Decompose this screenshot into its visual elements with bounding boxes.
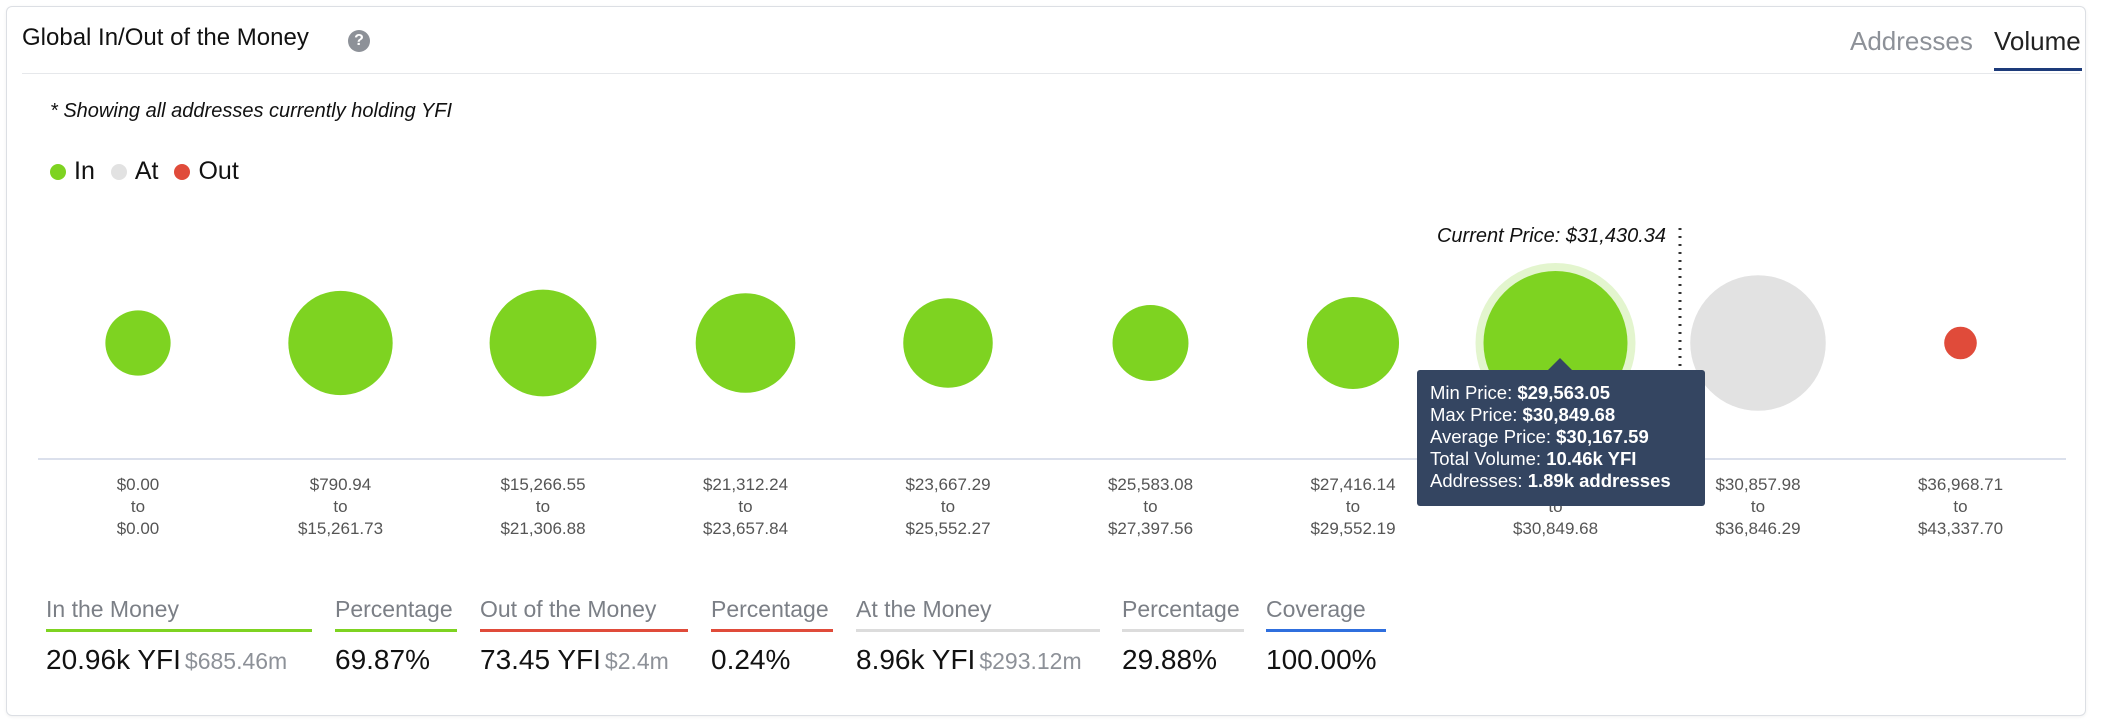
legend-dot-out: [174, 163, 191, 180]
tooltip-vol-value: 10.46k YFI: [1546, 448, 1637, 469]
legend: In At Out: [50, 157, 255, 186]
stat-sub: $293.12m: [979, 648, 1082, 674]
x-tick-label: $36,968.71: [1918, 475, 2003, 494]
x-tick-label: $25,583.08: [1108, 475, 1193, 494]
stat-at-the-money: At the Money 8.96k YFI $293.12m: [856, 596, 1100, 676]
tooltip-arrow: [1547, 358, 1573, 371]
stat-value: 100.00%: [1266, 644, 1377, 675]
x-tick-label: $23,657.84: [703, 519, 788, 538]
stat-value: 69.87%: [335, 644, 430, 675]
bubble-in-4[interactable]: [903, 298, 993, 388]
x-tick-label: $27,416.14: [1310, 475, 1395, 494]
legend-item-out[interactable]: Out: [174, 157, 239, 186]
bubble-at-8[interactable]: [1690, 275, 1826, 411]
tooltip-min-value: $29,563.05: [1517, 382, 1610, 403]
x-tick-label: $43,337.70: [1918, 519, 2003, 538]
stat-label: Percentage: [711, 596, 833, 632]
legend-label-in: In: [74, 157, 95, 185]
stat-value: 73.45 YFI: [480, 644, 601, 675]
tooltip-max-value: $30,849.68: [1522, 404, 1616, 425]
x-tick-label: $0.00: [117, 519, 160, 538]
tooltip-avg-value: $30,167.59: [1556, 426, 1649, 447]
x-tick-label: $36,846.29: [1715, 519, 1800, 538]
bubble-chart: $0.00 to $0.00 $790.94 to $15,261.73 $15,266.5…: [38, 225, 2066, 538]
bubble-in-5[interactable]: [1112, 305, 1189, 381]
legend-label-at: At: [134, 157, 159, 185]
legend-item-at[interactable]: At: [110, 157, 159, 186]
stat-value: 29.88%: [1122, 644, 1217, 675]
stat-coverage: Coverage 100.00%: [1266, 596, 1386, 676]
current-price-label: Current Price: $31,430.34: [1437, 225, 1666, 247]
x-tick-label: $790.94: [310, 475, 371, 494]
x-tick-label: $23,667.29: [905, 475, 990, 494]
stat-sub: $685.46m: [184, 648, 288, 674]
holding-note: * Showing all addresses currently holdin…: [50, 100, 453, 122]
tooltip-min-label: Min Price:: [1430, 382, 1513, 403]
bubble-in-1[interactable]: [288, 290, 393, 396]
tooltip-addr-value: 1.89k addresses: [1527, 470, 1671, 491]
bubble-in-2[interactable]: [489, 289, 597, 397]
header-divider: [22, 73, 2080, 74]
bubble-in-0[interactable]: [105, 310, 171, 376]
tab-addresses[interactable]: Addresses: [1850, 26, 1973, 56]
x-tick-label: $0.00: [117, 475, 160, 494]
x-tick-label: $27,397.56: [1108, 519, 1193, 538]
x-tick-label: $29,552.19: [1310, 519, 1395, 538]
tab-active-indicator: [1994, 68, 2082, 71]
x-tick-label: to: [1143, 497, 1157, 516]
x-tick-label: to: [333, 497, 347, 516]
stat-label: Percentage: [1122, 596, 1244, 632]
legend-label-out: Out: [198, 157, 239, 185]
stat-sub: $2.4m: [604, 648, 669, 674]
stat-label: Percentage: [335, 596, 457, 632]
x-tick-label: $21,312.24: [703, 475, 788, 494]
stat-label: Out of the Money: [480, 596, 688, 632]
x-tick-label: to: [131, 497, 145, 516]
x-tick-label: to: [1953, 497, 1967, 516]
tab-volume[interactable]: Volume: [1994, 26, 2081, 56]
stat-in-percentage: Percentage 69.87%: [335, 596, 457, 676]
bubble-tooltip: Min Price: $29,563.05 Max Price: $30,849…: [1417, 370, 1705, 506]
tooltip-max-label: Max Price:: [1430, 404, 1518, 425]
x-tick-label: to: [1346, 497, 1360, 516]
x-tick-label: to: [738, 497, 752, 516]
bubble-in-3[interactable]: [695, 293, 796, 393]
stat-at-percentage: Percentage 29.88%: [1122, 596, 1244, 676]
stat-value: 8.96k YFI: [856, 644, 976, 675]
x-tick-label: to: [1751, 497, 1765, 516]
help-circle-icon[interactable]: ?: [348, 30, 370, 52]
x-tick-label: $15,261.73: [298, 519, 383, 538]
legend-dot-in: [50, 163, 66, 180]
legend-item-in[interactable]: In: [50, 157, 95, 186]
tooltip-vol-label: Total Volume:: [1430, 448, 1542, 469]
x-tick-label: $15,266.55: [500, 475, 585, 494]
tooltip-addr-label: Addresses:: [1430, 470, 1523, 491]
page-title: Global In/Out of the Money: [22, 24, 309, 51]
x-tick-label: $30,849.68: [1513, 519, 1598, 538]
x-tick-label: to: [536, 497, 550, 516]
stat-value: 20.96k YFI: [46, 644, 181, 675]
stat-out-of-the-money: Out of the Money 73.45 YFI $2.4m: [480, 596, 688, 676]
bubble-in-6[interactable]: [1306, 296, 1400, 390]
tooltip-avg-label: Average Price:: [1430, 426, 1551, 447]
stat-value: 0.24%: [711, 644, 791, 675]
x-tick-label: to: [941, 497, 955, 516]
stat-in-the-money: In the Money 20.96k YFI $685.46m: [46, 596, 312, 676]
stat-label: In the Money: [46, 596, 312, 632]
stat-out-percentage: Percentage 0.24%: [711, 596, 833, 676]
stat-label: Coverage: [1266, 596, 1386, 632]
stat-label: At the Money: [856, 596, 1100, 632]
x-tick-label: $30,857.98: [1715, 475, 1800, 494]
x-tick-label: $25,552.27: [905, 519, 990, 538]
legend-dot-at: [110, 163, 127, 180]
x-tick-label: $21,306.88: [500, 519, 585, 538]
bubble-out-9[interactable]: [1944, 326, 1977, 360]
